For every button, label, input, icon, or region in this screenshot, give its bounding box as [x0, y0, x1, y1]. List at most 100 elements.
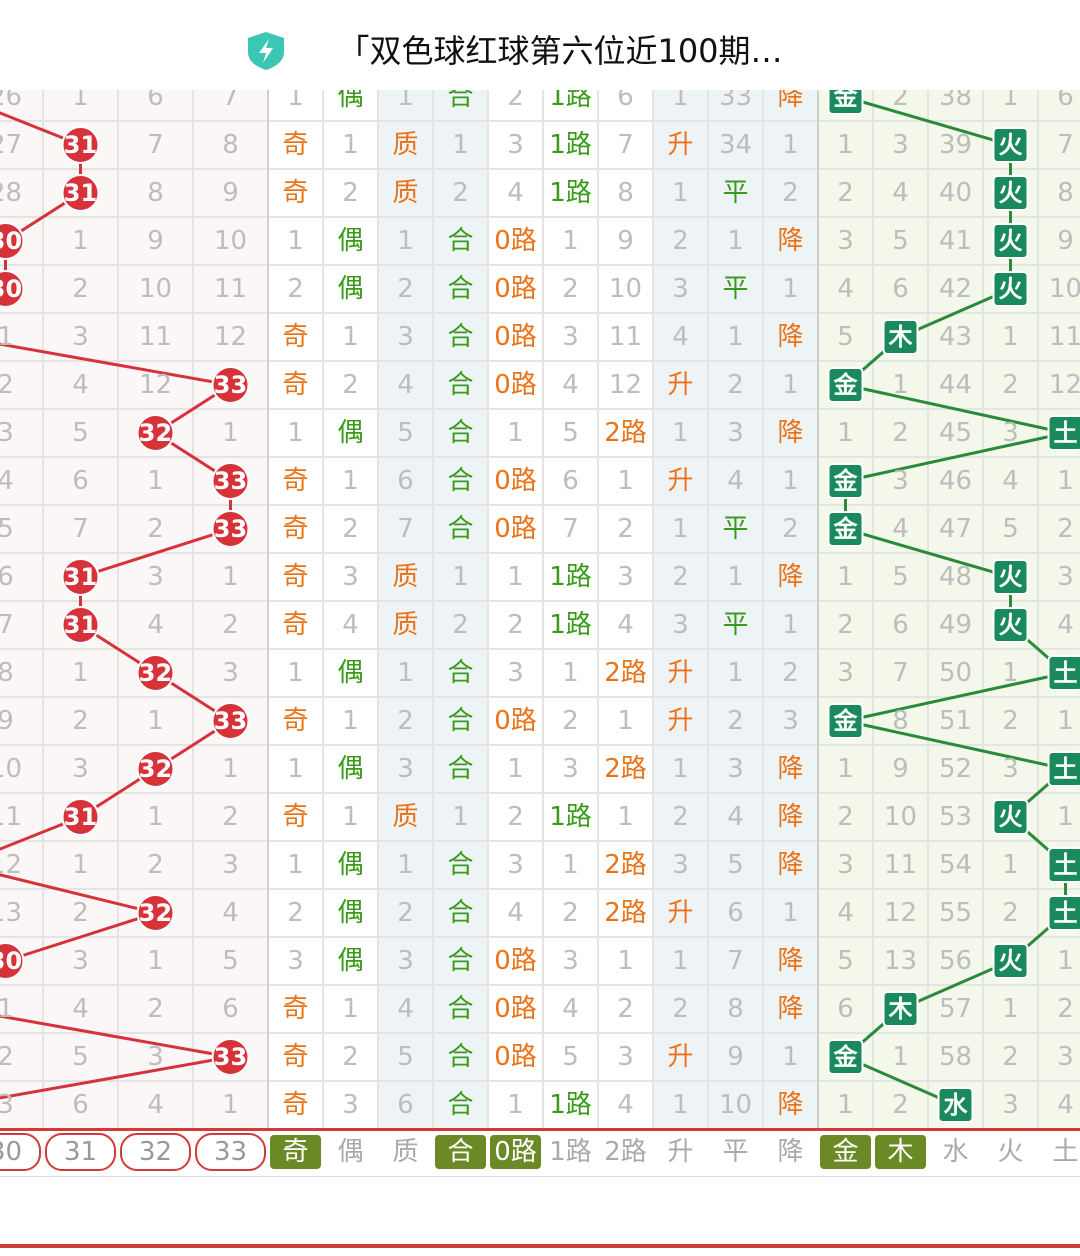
- miss-cell: 56: [939, 946, 972, 976]
- miss-cell: 3: [397, 322, 414, 352]
- hit-cell: 合: [447, 418, 473, 448]
- miss-cell: 1: [782, 130, 799, 160]
- miss-cell: 2: [507, 610, 524, 640]
- hit-cell: 1路: [549, 562, 592, 592]
- hit-cell: 奇: [282, 466, 308, 496]
- miss-cell: 3: [72, 754, 89, 784]
- footer-label: 木: [887, 1137, 913, 1167]
- miss-cell: 2: [72, 274, 89, 304]
- footer-label: 33: [214, 1137, 247, 1167]
- miss-cell: 2: [837, 802, 854, 832]
- miss-cell: 1: [342, 706, 359, 736]
- miss-cell: 1: [672, 754, 689, 784]
- miss-cell: 4: [397, 370, 414, 400]
- miss-cell: 3: [837, 850, 854, 880]
- miss-cell: 9: [727, 1042, 744, 1072]
- miss-cell: 11: [214, 274, 247, 304]
- element-label: 金: [833, 515, 859, 543]
- miss-cell: 8: [617, 178, 634, 208]
- hit-cell: 0路: [494, 514, 537, 544]
- hit-cell: 合: [447, 226, 473, 256]
- miss-cell: 1: [452, 130, 469, 160]
- miss-cell: 10: [1049, 274, 1080, 304]
- hit-cell: 0路: [494, 466, 537, 496]
- hit-cell: 升: [667, 658, 693, 688]
- miss-cell: 34: [719, 130, 752, 160]
- element-label: 水: [944, 1091, 969, 1119]
- hit-cell: 平: [722, 274, 748, 304]
- miss-cell: 4: [727, 466, 744, 496]
- miss-cell: 28: [0, 178, 22, 208]
- hit-cell: 0路: [494, 706, 537, 736]
- miss-cell: 3: [147, 1042, 164, 1072]
- hit-cell: 合: [447, 706, 473, 736]
- miss-cell: 1: [0, 322, 14, 352]
- miss-cell: 5: [397, 1042, 414, 1072]
- miss-cell: 2: [222, 802, 239, 832]
- miss-cell: 1: [617, 946, 634, 976]
- miss-cell: 1: [342, 802, 359, 832]
- footer-top-line: [0, 1128, 1080, 1131]
- miss-cell: 9: [1057, 226, 1074, 256]
- miss-cell: 2: [562, 706, 579, 736]
- ball-number: 33: [214, 467, 247, 495]
- miss-cell: 1: [892, 370, 909, 400]
- miss-cell: 11: [0, 802, 22, 832]
- hit-cell: 合: [447, 1042, 473, 1072]
- miss-cell: 1: [0, 994, 14, 1024]
- bottom-line: [0, 1244, 1080, 1248]
- hit-cell: 降: [777, 1090, 803, 1120]
- hit-cell: 奇: [282, 994, 308, 1024]
- miss-cell: 5: [1002, 514, 1019, 544]
- miss-cell: 3: [892, 466, 909, 496]
- miss-cell: 4: [837, 274, 854, 304]
- miss-cell: 3: [1002, 754, 1019, 784]
- footer-label: 1路: [549, 1137, 592, 1167]
- miss-cell: 6: [397, 466, 414, 496]
- miss-cell: 2: [147, 994, 164, 1024]
- miss-cell: 2: [0, 1042, 14, 1072]
- miss-cell: 3: [672, 610, 689, 640]
- hit-cell: 合: [447, 466, 473, 496]
- footer-label: 合: [447, 1137, 473, 1167]
- hit-cell: 奇: [282, 322, 308, 352]
- hit-cell: 0路: [494, 370, 537, 400]
- hit-cell: 奇: [282, 706, 308, 736]
- hit-cell: 升: [667, 466, 693, 496]
- hit-cell: 降: [777, 754, 803, 784]
- footer-row: 30313233奇偶质合0路1路2路升平降金木水火土: [0, 1128, 1080, 1176]
- miss-cell: 11: [1049, 322, 1080, 352]
- miss-cell: 42: [939, 274, 972, 304]
- miss-cell: 1: [147, 706, 164, 736]
- footer-label: 平: [722, 1137, 748, 1167]
- miss-cell: 2: [397, 898, 414, 928]
- miss-cell: 1: [222, 562, 239, 592]
- miss-cell: 7: [0, 610, 14, 640]
- element-label: 火: [999, 611, 1023, 639]
- miss-cell: 1: [1002, 658, 1019, 688]
- miss-cell: 3: [837, 658, 854, 688]
- miss-cell: 3: [342, 1090, 359, 1120]
- miss-cell: 2: [1002, 1042, 1019, 1072]
- miss-cell: 12: [884, 898, 917, 928]
- miss-cell: 1: [287, 850, 304, 880]
- miss-cell: 4: [727, 802, 744, 832]
- ball-number: 30: [0, 947, 22, 975]
- miss-cell: 53: [939, 802, 972, 832]
- hit-cell: 偶: [337, 226, 363, 256]
- miss-cell: 4: [222, 898, 239, 928]
- hit-cell: 偶: [337, 946, 363, 976]
- miss-cell: 2: [672, 226, 689, 256]
- miss-cell: 3: [507, 850, 524, 880]
- miss-cell: 7: [1057, 130, 1074, 160]
- miss-cell: 12: [139, 370, 172, 400]
- element-label: 金: [833, 707, 859, 735]
- ball-number: 31: [64, 563, 97, 591]
- miss-cell: 2: [342, 514, 359, 544]
- miss-cell: 8: [0, 658, 14, 688]
- hit-cell: 升: [667, 706, 693, 736]
- miss-cell: 3: [672, 274, 689, 304]
- element-label: 火: [999, 179, 1023, 207]
- element-label: 火: [999, 131, 1023, 159]
